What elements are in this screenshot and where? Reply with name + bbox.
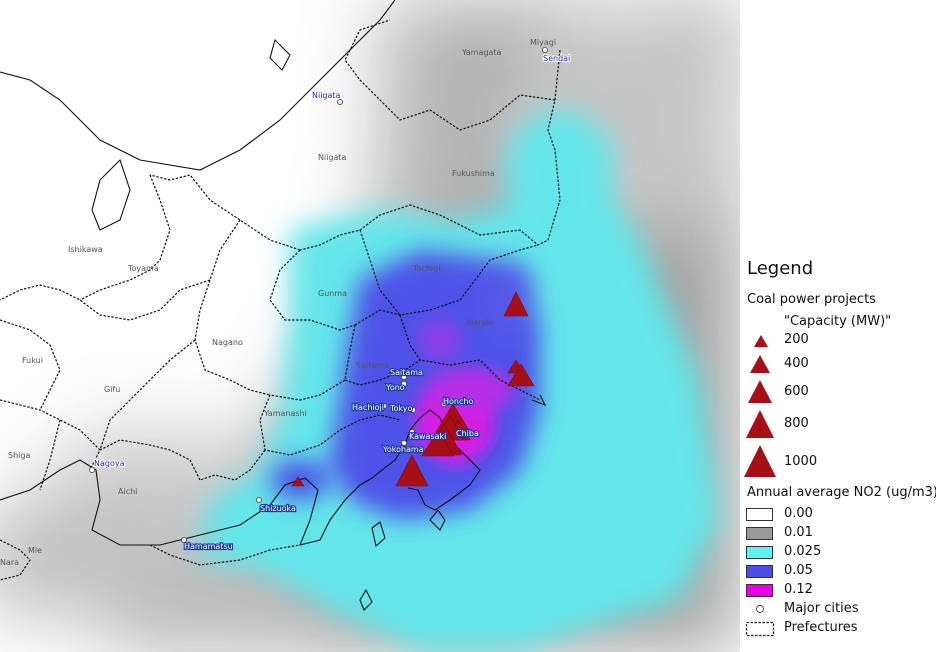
pref-label-gifu: Gifu: [104, 385, 120, 394]
city-label-niigata: Niigata: [312, 91, 341, 100]
no2-swatch: [746, 546, 773, 559]
city-marker-tokyo: [409, 406, 416, 413]
city-marker-honcho: [440, 400, 447, 407]
map-canvas: Yamagata Miyagi Niigata Fukushima Tochig…: [0, 0, 740, 652]
pref-label-nagano: Nagano: [212, 338, 243, 347]
pref-label-aichi: Aichi: [118, 487, 137, 496]
city-marker-niigata: [336, 99, 343, 106]
coal-plant-marker: [507, 363, 535, 387]
legend-cities-label: Major cities: [784, 601, 859, 616]
triangle-1000-icon: [744, 445, 776, 477]
pref-label-niigata: Niigata: [318, 153, 347, 162]
legend-capacity-label: 400: [784, 356, 809, 371]
prefecture-borders: [0, 19, 561, 581]
city-label-kawasaki: Kawasaki: [409, 432, 446, 441]
triangle-200-icon: [754, 335, 768, 347]
pref-label-shiga: Shiga: [8, 451, 30, 460]
city-label-honcho: Honcho: [443, 397, 473, 406]
city-circle-icon: [756, 605, 764, 613]
city-label-saitama: Saitama: [390, 368, 423, 377]
pref-label-mie: Mie: [28, 546, 42, 555]
city-marker-hamamatsu: [180, 537, 187, 544]
pref-label-toyama: Toyama: [127, 264, 159, 273]
pref-label-ibaraki: Ibaraki: [466, 318, 493, 327]
coal-plant-marker: [395, 454, 429, 487]
capacity-heading: "Capacity (MW)": [784, 314, 892, 329]
city-labels: Sendai Niigata Saitama Yono Hachioji Tok…: [93, 53, 571, 552]
legend-capacity-label: 1000: [784, 454, 818, 469]
legend-no2-label: 0.12: [784, 582, 813, 597]
no2-swatch: [746, 527, 773, 540]
coal-plant-marker: [421, 429, 455, 457]
pref-label-yamanashi: Yamanashi: [263, 409, 307, 418]
city-marker-yono: [400, 380, 407, 387]
pref-label-miyagi: Miyagi: [530, 38, 556, 47]
coastline: [0, 0, 547, 611]
city-marker-sendai: [542, 47, 549, 54]
no2-swatch: [746, 508, 773, 521]
legend-title: Legend: [747, 258, 814, 279]
triangle-800-icon: [746, 410, 774, 438]
no2-heading: Annual average NO2 (ug/m3): [747, 485, 936, 500]
legend-prefectures-label: Prefectures: [784, 620, 858, 635]
pref-label-tochigi: Tochigi: [412, 264, 440, 273]
legend-capacity-label: 600: [784, 384, 809, 399]
legend-no2-label: 0.025: [784, 544, 822, 559]
city-label-nagoya: Nagoya: [94, 459, 125, 468]
city-label-hamamatsu: Hamamatsu: [184, 542, 233, 551]
city-marker-shizuoka: [255, 496, 262, 503]
city-marker-hachioji: [380, 402, 387, 409]
coal-plant-marker: [503, 291, 529, 317]
coal-plant-marker: [291, 476, 305, 487]
pref-label-saitama: Saitama: [356, 361, 389, 370]
pref-label-nara: Nara: [0, 558, 19, 567]
pref-label-gunma: Gunma: [318, 289, 347, 298]
legend-capacity-label: 800: [784, 416, 809, 431]
city-label-hachioji: Hachioji: [352, 403, 384, 412]
city-label-shizuoka: Shizuoka: [260, 504, 296, 513]
city-label-chiba: Chiba: [456, 429, 479, 438]
city-label-yokohama: Yokohama: [382, 445, 424, 454]
pref-label-fukushima: Fukushima: [452, 169, 495, 178]
no2-swatch: [746, 565, 773, 578]
legend-no2-label: 0.05: [784, 563, 813, 578]
city-marker-saitama: [400, 373, 407, 380]
dashed-box-icon: [745, 621, 775, 637]
pref-label-fukui: Fukui: [22, 356, 43, 365]
no2-swatch: [746, 584, 773, 597]
legend-no2-label: 0.01: [784, 525, 813, 540]
prefecture-labels: Yamagata Miyagi Niigata Fukushima Tochig…: [0, 38, 556, 567]
coal-projects-heading: Coal power projects: [747, 292, 876, 307]
triangle-400-icon: [750, 355, 770, 373]
pref-label-yamagata: Yamagata: [461, 48, 502, 57]
city-label-sendai: Sendai: [543, 54, 570, 63]
city-marker-yokohama: [400, 439, 407, 446]
pref-label-ishikawa: Ishikawa: [68, 245, 103, 254]
legend-capacity-label: 200: [784, 332, 809, 347]
city-label-yono: Yono: [385, 383, 405, 392]
city-label-tokyo: Tokyo: [389, 404, 413, 413]
legend-panel: Legend Coal power projects "Capacity (MW…: [740, 0, 936, 652]
city-marker-kawasaki: [408, 428, 415, 435]
legend-no2-label: 0.00: [784, 506, 813, 521]
triangle-600-icon: [748, 380, 772, 403]
city-marker-nagoya: [89, 466, 96, 473]
coal-plant-markers: [291, 291, 535, 487]
